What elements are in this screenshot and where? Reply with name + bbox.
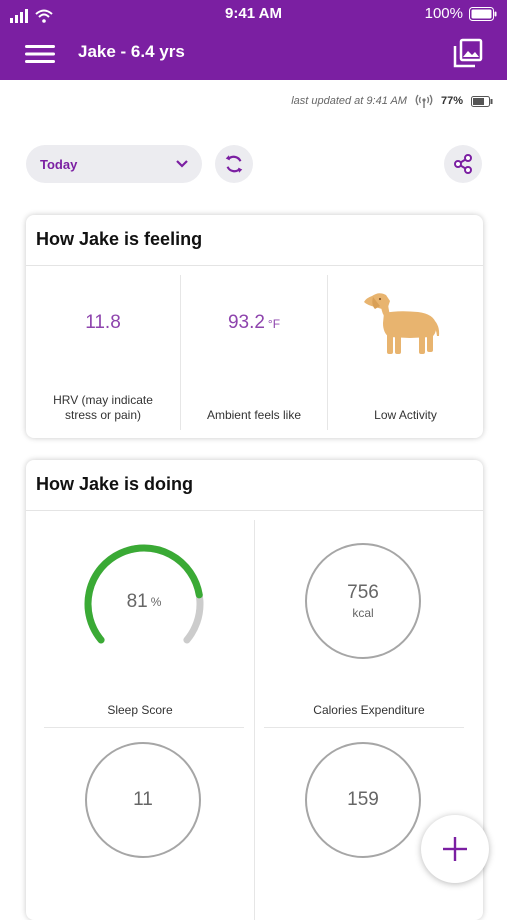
wifi-icon [35, 9, 53, 18]
doing-card: How Jake is doing 81% Sleep Score 756 kc… [26, 460, 483, 920]
broadcast-icon [415, 94, 433, 108]
share-button[interactable] [444, 145, 482, 183]
activity-label: Low Activity [374, 408, 437, 422]
calories-circle: 756 kcal [305, 543, 421, 659]
feeling-card-title: How Jake is feeling [36, 229, 203, 249]
metric-4-value: 159 [347, 789, 379, 810]
last-updated-text: last updated at 9:41 AM [291, 95, 407, 107]
date-range-label: Today [40, 156, 78, 172]
date-range-dropdown[interactable]: Today [26, 145, 202, 183]
divider [264, 727, 464, 728]
divider [26, 265, 483, 266]
calories-value: 756 [347, 582, 379, 603]
plus-icon [443, 837, 467, 861]
ambient-value: 93.2 [227, 312, 265, 333]
refresh-icon [225, 155, 243, 173]
dog-icon [364, 293, 440, 354]
battery-icon [469, 7, 497, 21]
menu-icon[interactable] [25, 42, 55, 66]
hrv-metric[interactable]: 11.8 HRV (may indicate stress or pain) [26, 274, 180, 431]
divider [327, 275, 328, 430]
sleep-score-label: Sleep Score [107, 703, 173, 717]
add-button[interactable] [421, 815, 489, 883]
metric-circle-3[interactable]: 11 [85, 742, 201, 858]
ambient-label: Ambient feels like [206, 408, 302, 422]
page-title: Jake - 6.4 yrs [78, 42, 185, 61]
sleep-score-gauge [84, 544, 204, 644]
metric-circle-4[interactable]: 159 [305, 742, 421, 858]
divider [180, 275, 181, 430]
app-bar: Jake - 6.4 yrs [0, 28, 507, 80]
signal-icon [10, 9, 53, 23]
battery-percent: 100% [424, 5, 463, 22]
feeling-card: How Jake is feeling 11.8 HRV (may indica… [26, 215, 483, 438]
device-battery-percent: 77% [440, 95, 463, 107]
sleep-gauge-fill [84, 544, 203, 644]
doing-card-title: How Jake is doing [36, 474, 194, 494]
status-bar: 9:41 AM 100% [0, 0, 507, 28]
divider [44, 727, 244, 728]
sleep-score-value: 81 [126, 591, 148, 612]
gallery-icon[interactable] [453, 38, 483, 68]
calories-unit: kcal [352, 606, 374, 620]
battery-icon [471, 95, 493, 107]
calories-label: Calories Expenditure [313, 703, 425, 717]
refresh-button[interactable] [215, 145, 253, 183]
hrv-value: 11.8 [85, 312, 121, 333]
device-status: last updated at 9:41 AM 77% [291, 92, 493, 110]
chevron-down-icon [176, 160, 188, 168]
divider [26, 510, 483, 511]
ambient-unit: °F [267, 317, 281, 331]
divider [254, 520, 255, 920]
hrv-label: HRV (may indicate stress or pain) [53, 393, 153, 422]
sleep-score-unit: % [150, 595, 162, 609]
ambient-value-row: 93.2 °F [181, 312, 327, 334]
sleep-score-value-row: 81% [80, 540, 208, 664]
share-icon [454, 154, 472, 174]
ambient-metric[interactable]: 93.2 °F Ambient feels like [181, 274, 327, 431]
clock: 9:41 AM [225, 5, 282, 22]
activity-metric[interactable]: Low Activity [328, 274, 483, 431]
metric-3-value: 11 [133, 789, 153, 810]
